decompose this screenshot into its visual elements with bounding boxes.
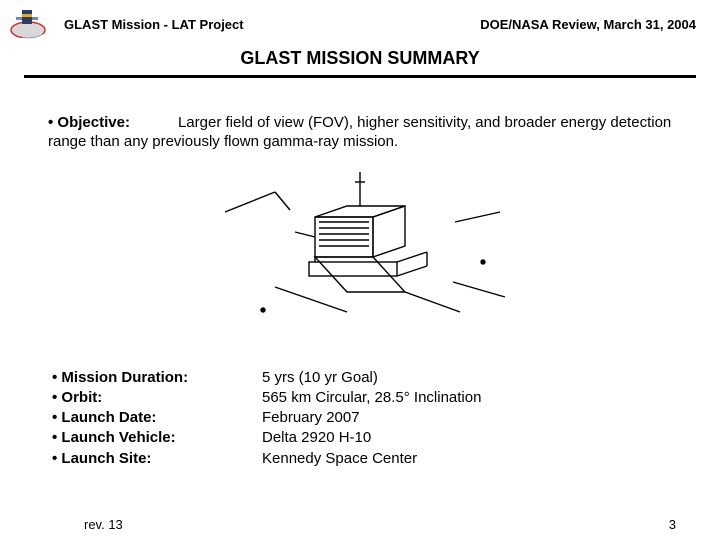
slide-header: GLAST Mission - LAT Project DOE/NASA Rev…	[0, 0, 720, 44]
glast-logo-icon	[8, 8, 48, 40]
objective-label: • Objective:	[48, 114, 130, 131]
fact-label: • Mission Duration:	[52, 368, 222, 388]
objective-text: Larger field of view (FOV), higher sensi…	[48, 114, 671, 150]
slide-title: GLAST MISSION SUMMARY	[0, 44, 720, 75]
header-left: GLAST Mission - LAT Project	[64, 17, 244, 32]
slide-footer: rev. 13 3	[0, 517, 720, 532]
objective-block: • Objective:Larger field of view (FOV), …	[48, 114, 672, 152]
facts-labels-col: • Mission Duration: • Orbit: • Launch Da…	[52, 368, 222, 469]
fact-value: Kennedy Space Center	[262, 449, 481, 469]
page-number: 3	[669, 517, 676, 532]
spacecraft-diagram-icon	[205, 162, 515, 342]
fact-label: • Orbit:	[52, 388, 222, 408]
revision-label: rev. 13	[84, 517, 123, 532]
facts-values-col: 5 yrs (10 yr Goal) 565 km Circular, 28.5…	[262, 368, 481, 469]
fact-value: 565 km Circular, 28.5° Inclination	[262, 388, 481, 408]
facts-table: • Mission Duration: • Orbit: • Launch Da…	[48, 368, 672, 469]
slide-content: • Objective:Larger field of view (FOV), …	[0, 78, 720, 469]
fact-label: • Launch Vehicle:	[52, 428, 222, 448]
fact-label: • Launch Site:	[52, 449, 222, 469]
fact-value: February 2007	[262, 408, 481, 428]
header-right: DOE/NASA Review, March 31, 2004	[480, 17, 696, 32]
fact-value: Delta 2920 H-10	[262, 428, 481, 448]
fact-label: • Launch Date:	[52, 408, 222, 428]
fact-value: 5 yrs (10 yr Goal)	[262, 368, 481, 388]
